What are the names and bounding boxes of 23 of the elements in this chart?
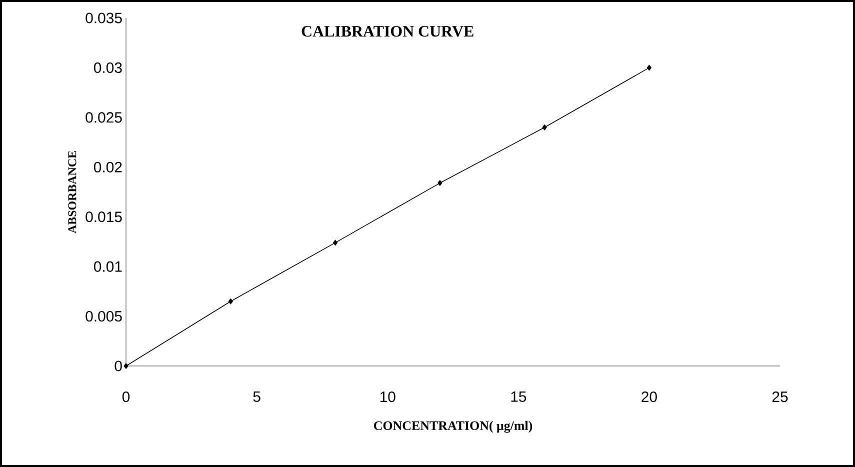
chart-title: CALIBRATION CURVE	[302, 26, 474, 37]
y-tick-label: 0.035	[86, 12, 122, 24]
y-tick-label: 0.015	[86, 212, 122, 222]
point	[542, 124, 547, 130]
point	[124, 363, 128, 369]
point	[333, 240, 338, 246]
x-tick-label: 15	[511, 392, 526, 402]
y-axis-title: ABSORBANCE	[68, 151, 76, 234]
x-tick-label: 25	[772, 392, 788, 402]
point	[438, 180, 442, 186]
y-tick-label: 0.02	[94, 162, 122, 172]
x-axis-title: CONCENTRATION( μg/ml)	[374, 420, 532, 433]
point	[646, 64, 652, 71]
x-tick-label: 5	[253, 392, 260, 402]
x-tick-label: 0	[122, 392, 130, 402]
y-tick-label: 0.01	[94, 261, 122, 272]
y-tick-label: 0.025	[86, 112, 122, 123]
y-tick-label: 0.03	[94, 62, 122, 73]
x-tick-label: 10	[380, 392, 396, 402]
point	[228, 298, 233, 304]
y-tick-label: 0.005	[86, 310, 122, 322]
y-tick-label: 0	[114, 360, 122, 372]
x-tick-label: 20	[642, 392, 657, 402]
